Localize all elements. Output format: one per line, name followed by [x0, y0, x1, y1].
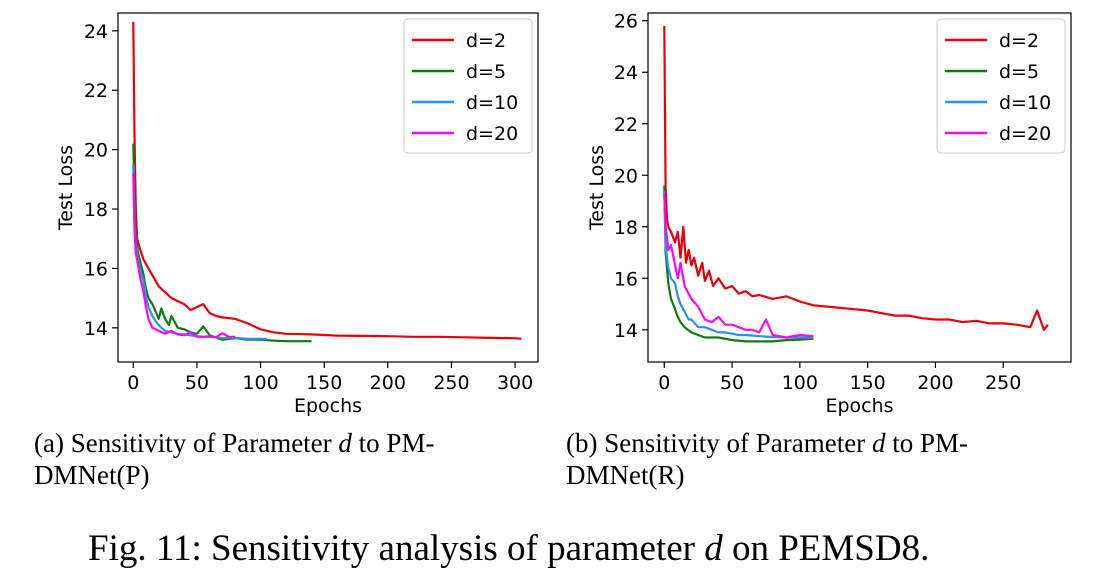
series-line-a-d20: [132, 173, 236, 339]
subcaption-b-var: d: [871, 428, 886, 458]
subcaption-b-line2: DMNet(R): [566, 460, 685, 490]
legend-label-b-d2: d=2: [999, 30, 1039, 52]
y-tick-label-b: 14: [614, 320, 638, 342]
legend-label-a-d10: d=10: [466, 92, 518, 114]
chart-b: 0 50 100 150 200 250 14 16 18 20 22 24 26 Epochs Test …: [586, 11, 1072, 417]
y-tick-label-b: 24: [614, 62, 638, 84]
subcaption-a: (a) Sensitivity of Parameter d to PM- DM…: [34, 427, 434, 491]
subcaption-a-var: d: [338, 428, 352, 458]
legend-label-a-d2: d=2: [466, 30, 506, 52]
x-tick-label-a: 250: [433, 372, 469, 394]
x-tick-label-b: 150: [850, 372, 886, 394]
series-line-a-d5: [132, 143, 312, 343]
y-tick-label-a: 14: [84, 318, 108, 340]
x-tick-label-a: 100: [242, 372, 278, 394]
legend-box-b: [936, 18, 1066, 154]
legend-label-a-d20: d=20: [466, 123, 518, 145]
y-tick-label-b: 20: [614, 165, 638, 187]
x-axis-label-a: Epochs: [294, 395, 362, 417]
plot-frame-a: [117, 12, 539, 363]
x-tick-label-b: 100: [782, 372, 818, 394]
series-line-a-d10: [132, 164, 267, 341]
y-tick-label-a: 22: [84, 80, 108, 102]
x-axis-label-b: Epochs: [825, 395, 893, 417]
subcaption-b: (b) Sensitivity of Parameter d to PM- DM…: [566, 427, 968, 491]
y-axis-label-a: Test Loss: [55, 145, 77, 231]
y-axis-label-b: Test Loss: [586, 145, 608, 231]
x-tick-label-a: 200: [370, 372, 406, 394]
x-tick-label-a: 150: [306, 372, 342, 394]
plot-frame-b: [647, 12, 1072, 363]
series-line-b-d5: [663, 185, 814, 343]
figure-caption-prefix: Fig. 11: Sensitivity analysis of paramet…: [88, 528, 705, 569]
series-line-b-d10: [663, 190, 814, 339]
legend-label-b-d10: d=10: [999, 92, 1051, 114]
figure-caption-suffix: on PEMSD8.: [722, 528, 930, 569]
subcaption-b-suffix: to PM-: [885, 428, 968, 458]
legend-label-b-d5: d=5: [999, 61, 1039, 83]
y-tick-label-b: 22: [614, 114, 638, 136]
subcaption-a-prefix: (a) Sensitivity of Parameter: [34, 428, 339, 458]
y-tick-label-a: 18: [84, 199, 108, 221]
series-line-b-d2: [663, 25, 1049, 331]
figure-caption: Fig. 11: Sensitivity analysis of paramet…: [88, 527, 929, 570]
subcaption-b-prefix: (b) Sensitivity of Parameter: [566, 428, 872, 458]
legend-label-a-d5: d=5: [466, 61, 506, 83]
legend-a: d=2 d=5 d=10 d=20: [403, 18, 533, 154]
series-line-a-d2: [132, 21, 522, 340]
y-tick-label-b: 18: [614, 217, 638, 239]
x-tick-label-a: 50: [185, 372, 209, 394]
legend-label-b-d20: d=20: [999, 123, 1051, 145]
figure-caption-var: d: [704, 528, 723, 569]
legend-box-a: [403, 18, 533, 154]
y-tick-label-b: 16: [614, 268, 638, 290]
y-tick-label-a: 20: [84, 140, 108, 162]
chart-a: 0 50 100 150 200 250 300 14 16 18 20 22 24 Epochs Test…: [55, 12, 539, 417]
subcaption-a-suffix: to PM-: [351, 428, 435, 458]
x-tick-label-b: 200: [917, 372, 953, 394]
x-tick-label-a: 0: [127, 372, 139, 394]
x-tick-label-b: 0: [658, 372, 670, 394]
x-tick-label-b: 50: [720, 372, 744, 394]
y-tick-label-b: 26: [614, 11, 638, 33]
x-tick-label-b: 250: [985, 372, 1021, 394]
subcaption-a-line2: DMNet(P): [34, 460, 150, 490]
x-tick-label-a: 300: [497, 372, 533, 394]
y-tick-label-a: 16: [84, 258, 108, 280]
y-tick-label-a: 24: [84, 21, 108, 43]
series-line-b-d20: [663, 193, 814, 339]
legend-b: d=2 d=5 d=10 d=20: [936, 18, 1066, 154]
